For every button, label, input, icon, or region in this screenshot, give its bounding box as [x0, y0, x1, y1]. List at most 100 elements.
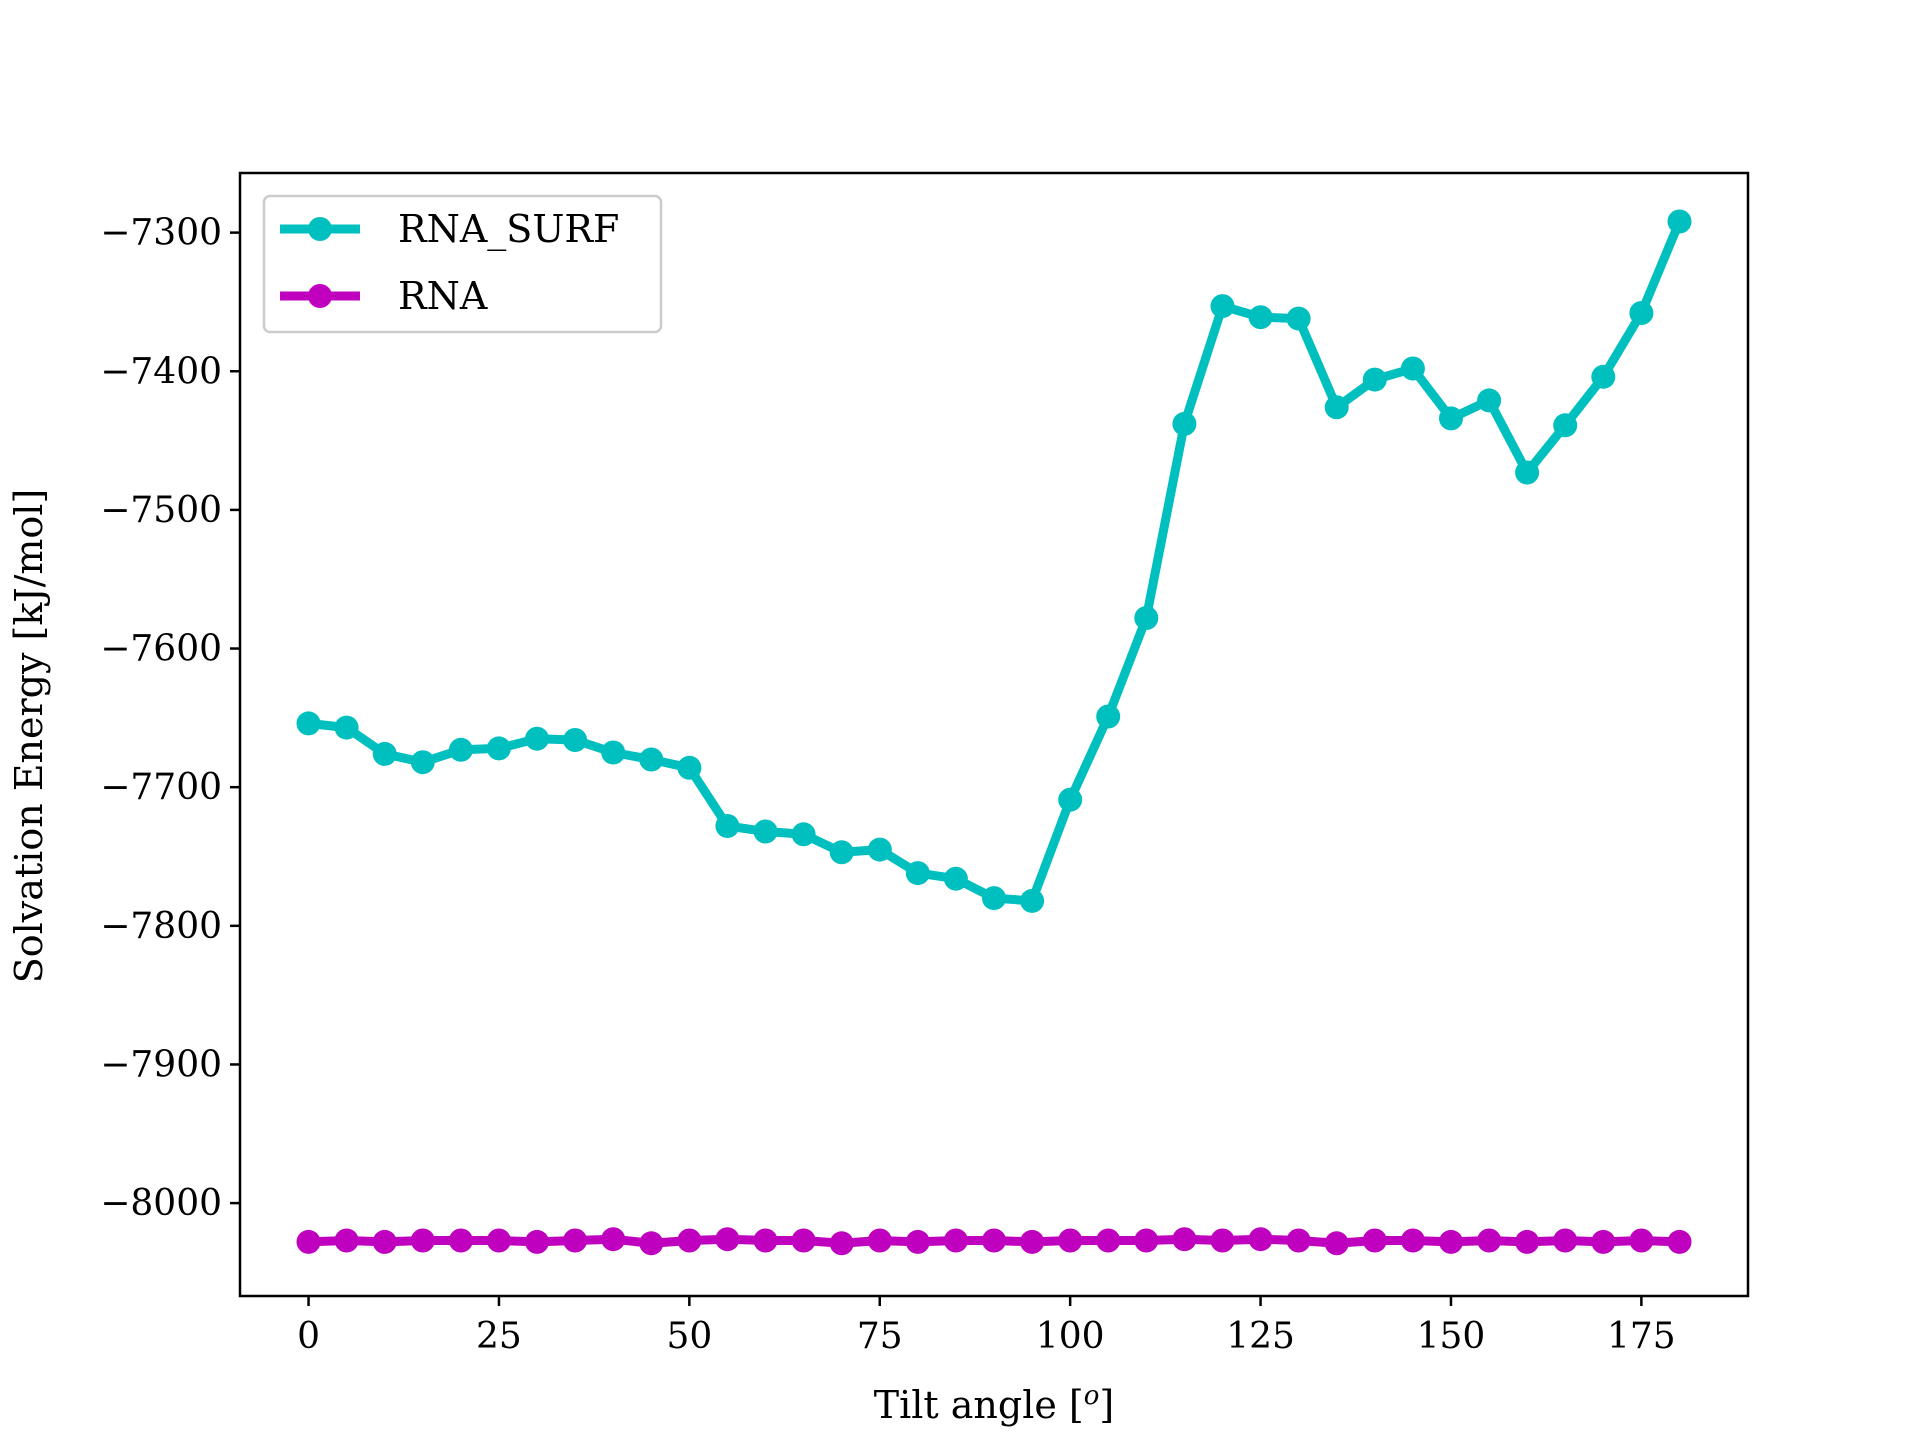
data-point	[334, 715, 359, 740]
data-point	[410, 750, 435, 775]
y-tick-label: −7600	[100, 629, 222, 670]
data-point	[677, 1228, 702, 1253]
y-tick-label: −7800	[100, 906, 222, 947]
legend-marker-swatch	[308, 217, 332, 241]
data-point	[334, 1228, 359, 1253]
data-point	[943, 1228, 968, 1253]
legend-label: RNA_SURF	[398, 207, 619, 252]
data-point	[1210, 1228, 1235, 1253]
data-point	[1477, 1228, 1502, 1253]
data-point	[525, 726, 549, 751]
data-point	[601, 1227, 626, 1252]
data-point	[1591, 1229, 1616, 1254]
x-axis-label: Tilt angle [o]	[874, 1381, 1115, 1427]
data-point	[1629, 301, 1654, 325]
data-point	[1515, 460, 1540, 485]
data-point	[1400, 1228, 1425, 1253]
data-point	[1058, 1228, 1083, 1253]
data-point	[791, 822, 816, 847]
data-point	[753, 1228, 778, 1253]
data-point	[1020, 888, 1045, 913]
data-point	[372, 741, 397, 766]
data-point	[448, 1228, 473, 1253]
data-point	[867, 1228, 892, 1253]
data-point	[1553, 1228, 1578, 1253]
data-point	[296, 1229, 321, 1254]
data-point	[1096, 704, 1121, 729]
data-point	[905, 861, 930, 886]
data-point	[829, 840, 854, 865]
data-point	[715, 814, 740, 838]
x-tick-label: 50	[666, 1316, 712, 1357]
y-tick-label: −7700	[100, 767, 222, 808]
y-tick-label: −7300	[100, 213, 222, 254]
y-axis-ticks: −7300 −7400 −7500 −7600 −7700 −7800 −7900 −8000	[100, 213, 240, 1224]
data-point	[1172, 1227, 1197, 1252]
x-tick-label: 175	[1607, 1316, 1676, 1357]
data-point	[905, 1229, 930, 1254]
plot-frame	[238, 171, 1750, 1298]
data-point	[1286, 306, 1311, 331]
legend: RNA_SURF RNA	[262, 194, 663, 334]
data-point	[296, 711, 321, 736]
data-point	[410, 1228, 435, 1253]
x-tick-label: 75	[857, 1316, 903, 1357]
data-point	[486, 1228, 511, 1253]
data-point	[1248, 305, 1273, 330]
data-point	[1248, 1227, 1273, 1252]
data-point	[982, 886, 1006, 911]
data-point	[1020, 1229, 1045, 1254]
x-axis-ticks: 0 25 50 75 100 125 150 175	[297, 1296, 1676, 1357]
y-axis-label: Solvation Energy [kJ/mol]	[7, 489, 51, 984]
data-point	[982, 1228, 1006, 1253]
legend-box	[262, 194, 663, 334]
data-point	[753, 819, 778, 844]
data-point	[1591, 364, 1616, 389]
data-point	[715, 1227, 740, 1252]
data-point	[563, 728, 588, 752]
data-point	[1477, 388, 1502, 413]
data-point	[1515, 1229, 1540, 1254]
x-tick-label: 125	[1226, 1316, 1295, 1357]
data-point	[1286, 1228, 1311, 1253]
data-point	[1172, 411, 1197, 436]
legend-marker-swatch	[308, 284, 332, 308]
legend-entries: RNA_SURF RNA	[280, 207, 619, 318]
data-point	[1439, 406, 1463, 431]
data-point	[1324, 395, 1349, 420]
data-point	[1553, 413, 1578, 438]
y-tick-label: −8000	[100, 1183, 222, 1224]
data-point	[448, 737, 473, 762]
data-point	[1667, 1229, 1692, 1254]
data-point	[1210, 294, 1235, 319]
data-point	[486, 736, 511, 761]
data-point	[791, 1228, 816, 1253]
data-point	[1439, 1229, 1463, 1254]
data-point	[1134, 1228, 1159, 1253]
data-point	[639, 1231, 664, 1256]
data-point	[601, 740, 626, 765]
data-point	[1400, 356, 1425, 381]
y-tick-label: −7500	[100, 490, 222, 531]
data-point	[1362, 367, 1387, 392]
legend-label: RNA	[398, 274, 488, 318]
x-tick-label: 0	[297, 1316, 320, 1357]
data-point	[1362, 1228, 1387, 1253]
data-point	[677, 755, 702, 780]
data-point	[1629, 1228, 1654, 1253]
data-point	[563, 1228, 588, 1253]
data-point	[372, 1229, 397, 1254]
data-point	[943, 866, 968, 891]
data-point	[829, 1231, 854, 1256]
data-point	[1324, 1231, 1349, 1256]
x-tick-label: 25	[476, 1316, 522, 1357]
data-point	[1134, 606, 1159, 630]
data-point	[525, 1229, 549, 1254]
y-tick-label: −7900	[100, 1044, 222, 1085]
data-point	[1096, 1228, 1121, 1253]
data-point	[1058, 787, 1083, 812]
data-point	[867, 837, 892, 862]
x-tick-label: 100	[1036, 1316, 1105, 1357]
series-layer	[296, 209, 1692, 1256]
